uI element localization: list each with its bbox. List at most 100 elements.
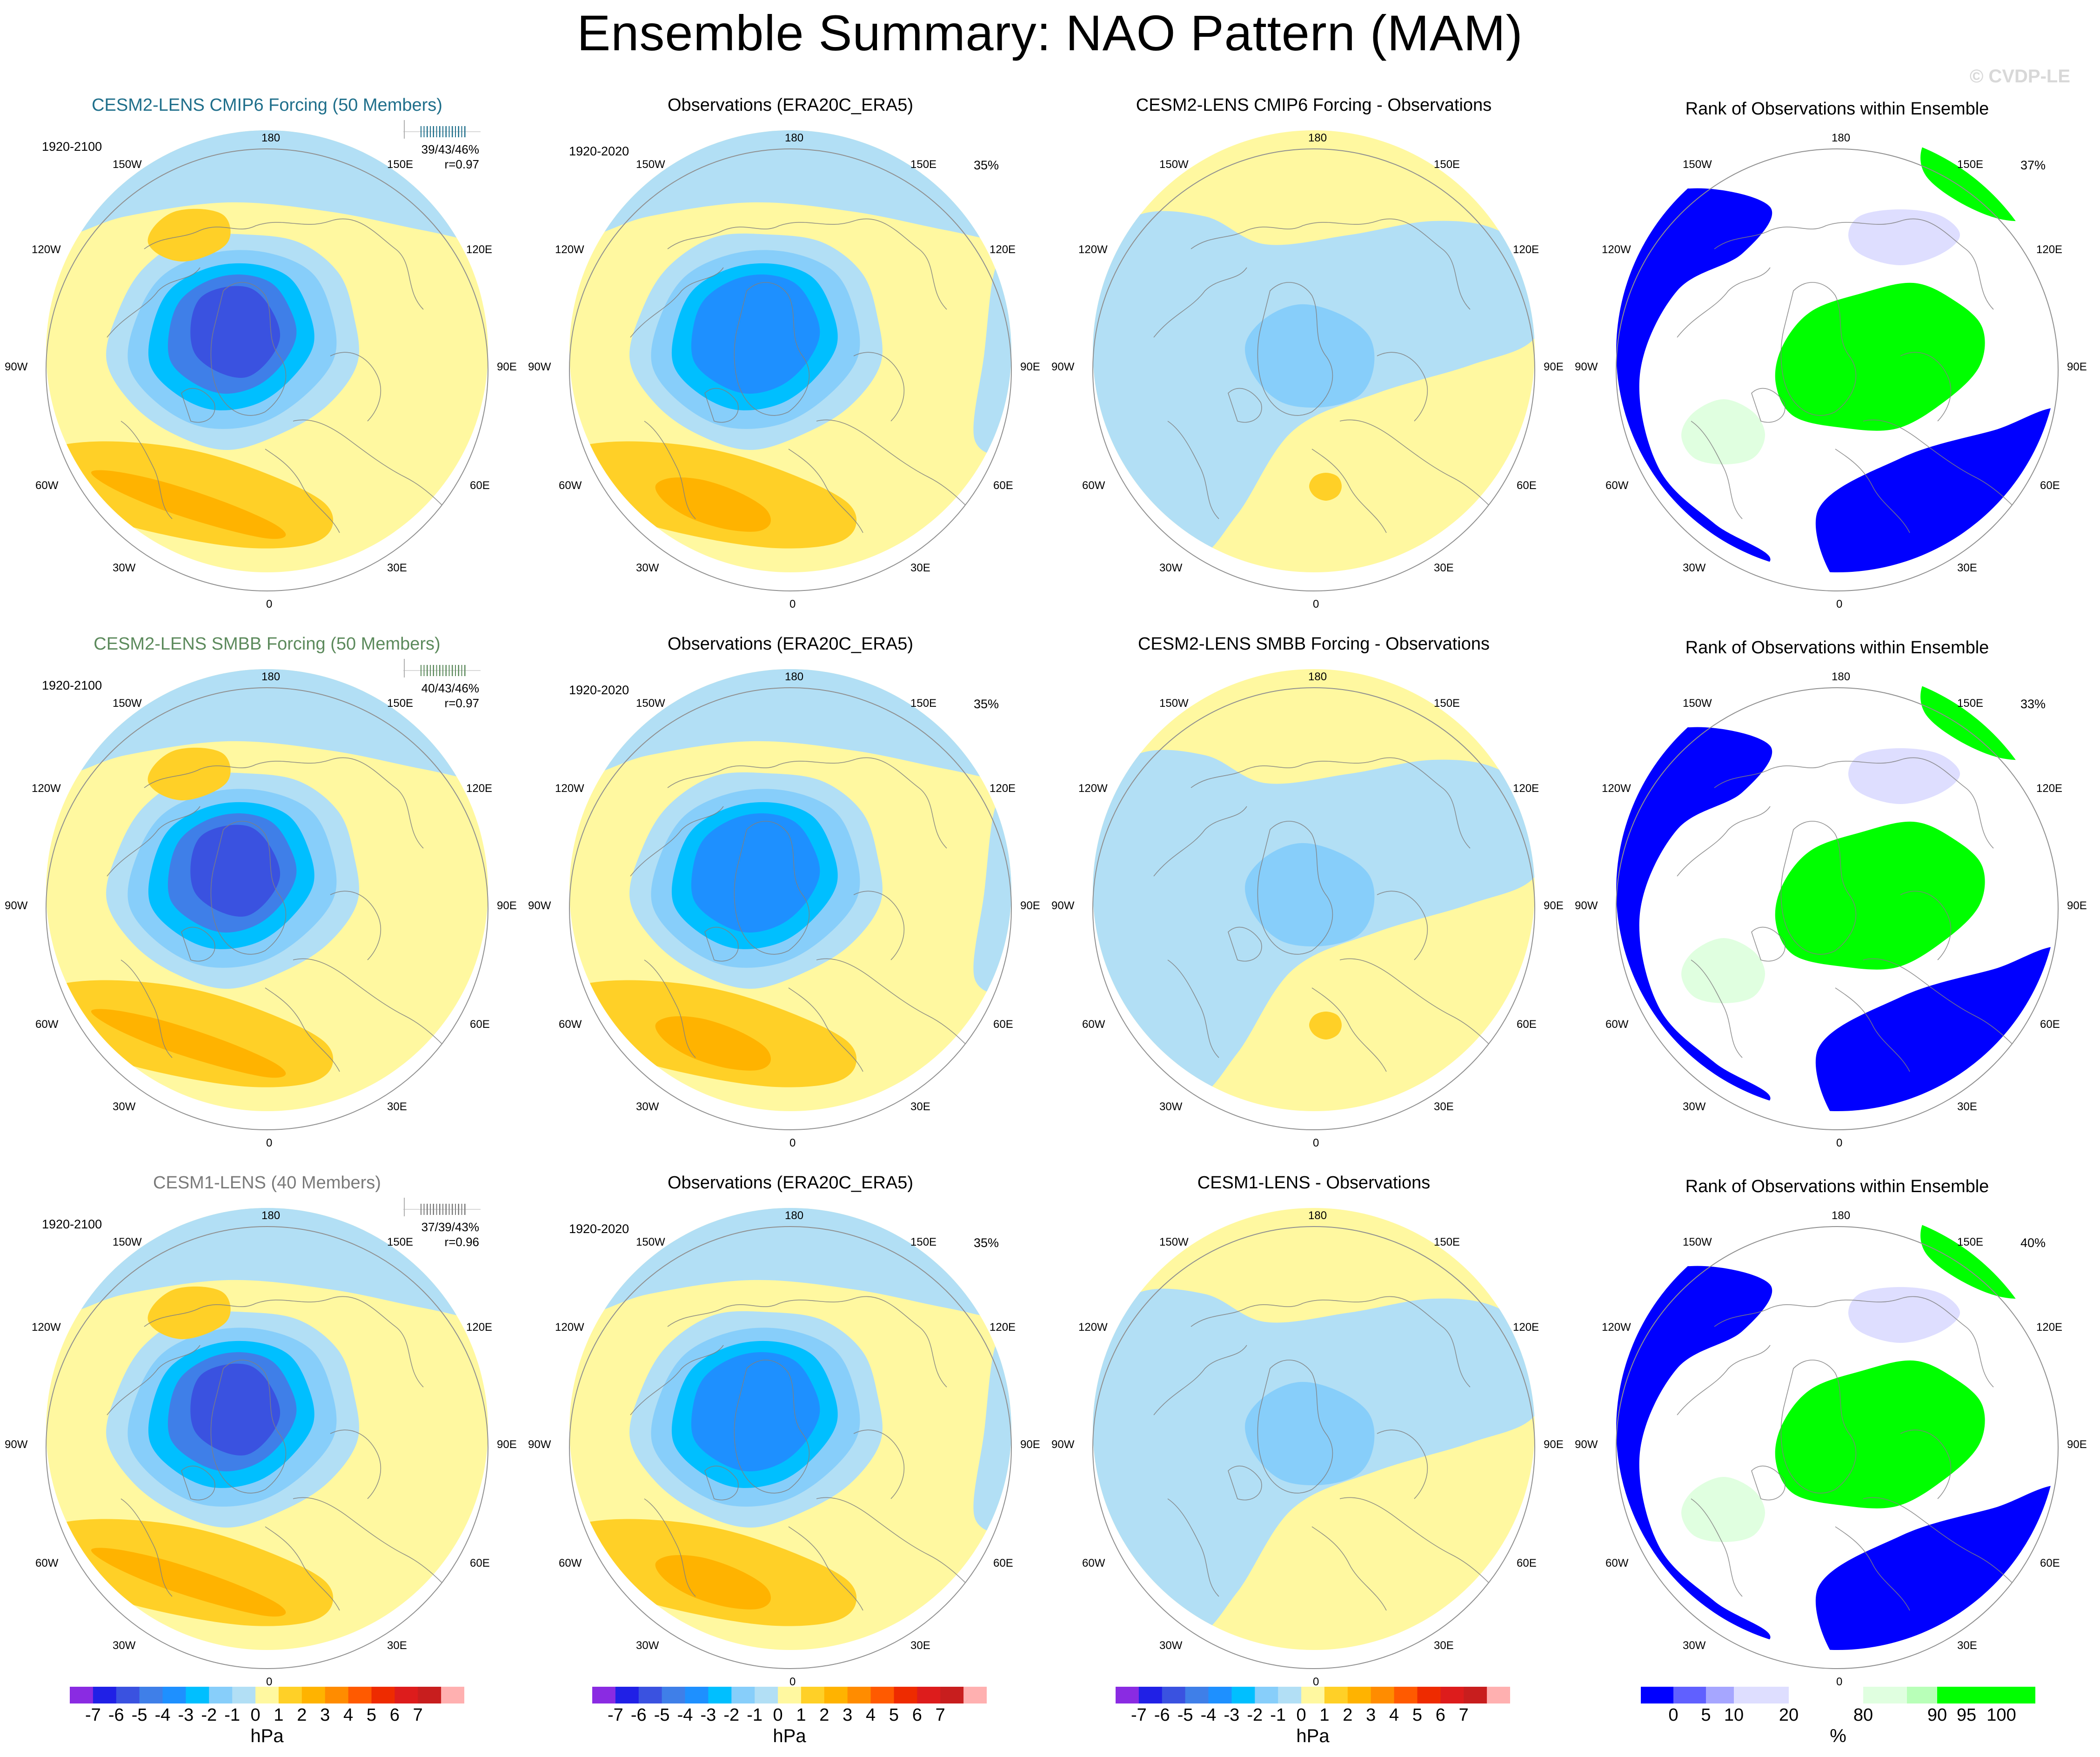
colorbar-swatch [348,1687,372,1703]
coastline-segment [1863,419,2022,515]
map-label-e90: 90E [2067,1438,2087,1451]
diff-neg-core [1245,843,1375,947]
map-label-w30: 30W [1159,1639,1183,1652]
coastline-segment [181,926,215,962]
colorbar-swatch [1301,1687,1325,1703]
pattern-correlation: r=0.97 [444,157,479,171]
map-label-w60: 60W [559,1557,582,1569]
coastline-segment [1677,1345,1771,1415]
colorbar-swatch [1706,1687,1734,1703]
coastline-segment [1780,821,1857,955]
pos-anomaly-pacific [147,208,231,262]
colorbar-tick: 6 [1435,1705,1445,1725]
map-label-bottom: 0 [789,598,796,610]
neg-anomaly-4 [190,286,281,378]
member-distribution-strip [403,659,481,677]
map-label-w60: 60W [559,1018,582,1031]
obs-map [569,669,1012,1130]
map-boundary [46,148,488,591]
map-label-w150: 150W [113,697,142,710]
colorbar-swatch [731,1687,755,1703]
coastline-segment [210,282,287,416]
neg-anomaly-3 [691,813,820,933]
pos-anomaly-core [655,477,771,532]
coastline-segment [1311,1526,1387,1611]
map-label-bottom: 0 [1836,1137,1843,1149]
colorbar-swatch [1371,1687,1395,1703]
rank-map [1616,669,2059,1130]
colorbar-swatch [116,1687,140,1703]
map-label-w30: 30W [113,1639,136,1652]
neg-anomaly-3 [691,274,820,394]
map-label-top: 180 [1832,1209,1851,1222]
coastlines [1153,1296,1498,1611]
neg-anomaly-east [973,798,1011,994]
map-boundary [569,1226,1012,1669]
colorbar-tick: 3 [1366,1705,1376,1725]
map-label-w60: 60W [1605,1018,1629,1031]
watermark: © CVDP-LE [1969,66,2070,87]
map-label-e90: 90E [1544,361,1564,373]
colorbar-tick: -5 [1177,1705,1193,1725]
colorbar-swatch [592,1687,616,1703]
coastline-segment [1751,1465,1786,1501]
diff-neg-core [1245,1381,1375,1486]
map-label-w30: 30W [636,562,659,574]
map-label-e30: 30E [1957,1100,1977,1113]
coastline-segment [1167,421,1219,519]
coastline-segment [1311,987,1387,1072]
map-label-w60: 60W [35,1557,59,1569]
rank-mid-band [1848,209,1960,265]
map-label-e60: 60E [2040,479,2060,492]
map-label-w30: 30W [1683,1639,1706,1652]
colorbar-tick: 4 [866,1705,876,1725]
map-label-w30: 30W [113,562,136,574]
map-label-bottom: 0 [1313,598,1319,610]
map-boundary [1616,687,2059,1130]
coastline-segment [1339,1497,1498,1592]
coastline-segment [1257,282,1333,416]
colorbar-swatch [894,1687,917,1703]
map-label-e120: 120E [466,782,493,795]
coastline-segment [630,1345,724,1415]
panel-title: Rank of Observations within Ensemble [1685,99,1989,119]
coastline-segment [293,419,452,515]
colorbar-tick: 0 [773,1705,783,1725]
coastline-segment [120,959,173,1058]
map-label-w150: 150W [1159,158,1189,171]
colorbar-swatch [963,1687,987,1703]
map-label-e30: 30E [387,562,407,574]
map-label-w150: 150W [636,158,665,171]
pattern-stats: 39/43/46% [421,142,479,156]
variance-explained: 35% [974,158,999,172]
coastline-segment [144,757,424,849]
colorbar-swatch [1255,1687,1278,1703]
colorbar-swatch [1673,1687,1706,1703]
map-label-w120: 120W [32,243,61,256]
obs-map [569,1208,1012,1669]
coastline-segment [1311,449,1387,533]
colorbar-tick: 10 [1724,1705,1744,1725]
coastlines [107,218,452,533]
rank-high-center [1775,1360,1985,1509]
coastlines [1153,218,1498,533]
colorbar-swatch [395,1687,418,1703]
panel-rank-row1: Rank of Observations within Ensemble 180 0… [1575,95,2100,635]
map-label-bottom: 0 [789,1676,796,1688]
map-label-e30: 30E [910,1639,930,1652]
map-label-e150: 150E [1957,158,1984,171]
pos-anomaly-core [655,1555,771,1609]
map-label-top: 180 [261,671,281,683]
colorbar-swatch [371,1687,395,1703]
coastline-segment [120,1498,173,1597]
map-label-e150: 150E [387,158,414,171]
coastlines [630,218,975,533]
coastline-segment [816,958,975,1053]
model-map [46,669,488,1130]
coastlines [1677,218,2022,533]
map-label-e90: 90E [1020,899,1040,912]
colorbar-swatch [1394,1687,1418,1703]
colorbar-swatch [93,1687,117,1703]
coastline-segment [107,806,201,877]
map-label-e60: 60E [1517,1018,1537,1031]
